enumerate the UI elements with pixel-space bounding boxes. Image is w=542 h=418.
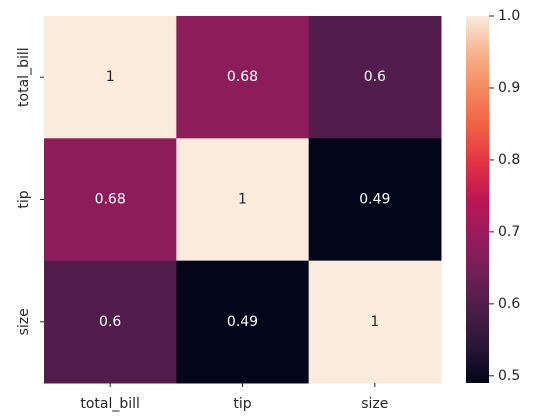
colorbar-tick-label: 0.8 — [498, 152, 520, 168]
heatmap-cell-total-bill-size — [308, 16, 442, 139]
x-axis-ticks: total_bill tip size — [80, 382, 388, 412]
heatmap-cell-size-tip — [176, 260, 310, 384]
colorbar-ticks: 0.5 0.6 0.7 0.8 0.9 1.0 — [489, 8, 520, 384]
colorbar-tick-label: 0.5 — [498, 368, 520, 384]
heatmap-cell-total-bill-tip — [176, 16, 310, 139]
x-tick-label: tip — [233, 396, 251, 412]
heatmap-cell-label: 1 — [238, 191, 247, 207]
heatmap-cell-label: 0.6 — [364, 69, 386, 85]
heatmap-cell-tip-tip — [176, 138, 310, 262]
colorbar-gradient-bar — [466, 16, 489, 383]
heatmap-cell-tip-total-bill — [44, 138, 177, 262]
heatmap-cell-label: 0.6 — [99, 314, 121, 330]
colorbar: 0.5 0.6 0.7 0.8 0.9 1.0 — [466, 8, 520, 384]
heatmap-cell-label: 0.49 — [227, 314, 258, 330]
y-tick-label: size — [16, 308, 32, 335]
colorbar-tick-label: 0.7 — [498, 224, 520, 240]
heatmap-cell-size-total-bill — [44, 260, 177, 384]
heatmap-plot-area: 1 0.68 0.6 0.68 1 0.49 0.6 0.49 1 — [44, 16, 442, 384]
heatmap-cell-total-bill-total-bill — [44, 16, 177, 139]
heatmap-cell-size-size — [308, 260, 442, 384]
heatmap-cell-label: 1 — [370, 314, 379, 330]
colorbar-tick-label: 1.0 — [498, 8, 520, 24]
heatmap-cell-label: 0.68 — [95, 191, 126, 207]
colorbar-tick-label: 0.9 — [498, 80, 520, 96]
x-tick-label: total_bill — [80, 396, 140, 412]
heatmap-cell-label: 0.49 — [359, 191, 390, 207]
colorbar-tick-label: 0.6 — [498, 296, 520, 312]
heatmap-cell-tip-size — [308, 138, 442, 262]
y-tick-label: total_bill — [16, 47, 32, 107]
heatmap-cell-label: 0.68 — [227, 69, 258, 85]
y-tick-label: tip — [16, 190, 32, 208]
heatmap-cell-label: 1 — [106, 69, 115, 85]
x-tick-label: size — [361, 396, 388, 412]
